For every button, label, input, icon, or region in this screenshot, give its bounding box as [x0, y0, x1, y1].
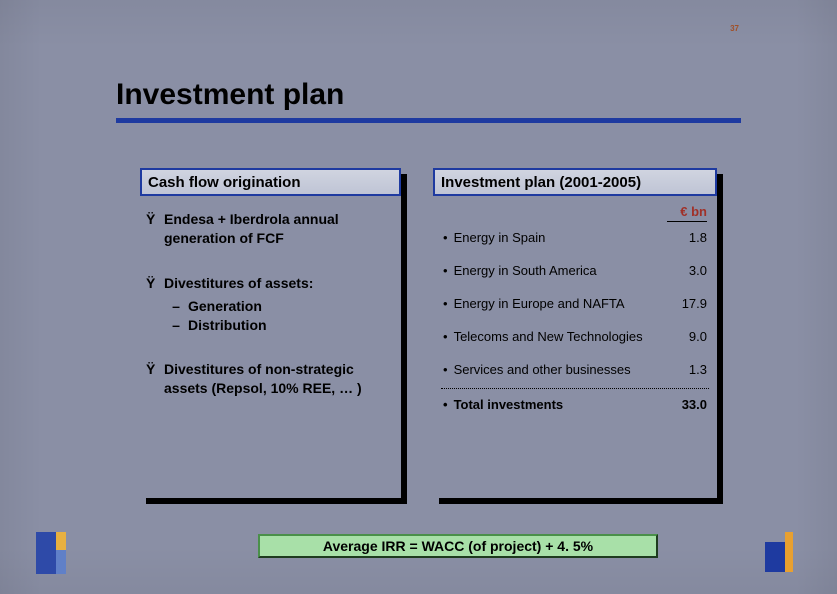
right-panel-body: Investment plan (2001-2005) € bn • Energy… — [433, 168, 717, 498]
bullet-dot-icon: • — [443, 230, 448, 247]
bullet-icon: Ÿ — [146, 210, 164, 248]
list-item: Ÿ Divestitures of assets: — [146, 274, 395, 293]
list-subitem: – Generation — [146, 297, 395, 316]
dash-icon: – — [164, 297, 188, 316]
slide-title: Investment plan — [116, 78, 344, 112]
bullet-dot-icon: • — [443, 329, 448, 346]
left-panel-header: Cash flow origination — [140, 168, 401, 196]
row-label: Energy in Europe and NAFTA — [454, 296, 625, 313]
table-row: • Telecoms and New Technologies 9.0 — [441, 321, 709, 354]
left-panel-body: Cash flow origination Ÿ Endesa + Iberdro… — [140, 168, 401, 498]
total-row: • Total investments 33.0 — [441, 391, 709, 414]
left-panel: Cash flow origination Ÿ Endesa + Iberdro… — [140, 168, 407, 498]
bullet-dot-icon: • — [443, 263, 448, 280]
list-item-text: Endesa + Iberdrola annual generation of … — [164, 210, 395, 248]
total-label: Total investments — [454, 397, 564, 414]
table-row: • Energy in Europe and NAFTA 17.9 — [441, 288, 709, 321]
iberdrola-logo-icon — [765, 532, 793, 572]
row-value: 3.0 — [667, 263, 707, 278]
left-items-list: Ÿ Endesa + Iberdrola annual generation o… — [140, 196, 401, 398]
row-value: 1.3 — [667, 362, 707, 377]
dash-icon: – — [164, 316, 188, 335]
table-row: • Services and other businesses 1.3 — [441, 354, 709, 387]
list-item-text: Divestitures of non-strategic assets (Re… — [164, 360, 395, 398]
table-row: • Energy in Spain 1.8 — [441, 222, 709, 255]
content-columns: Cash flow origination Ÿ Endesa + Iberdro… — [140, 168, 720, 498]
right-panel: Investment plan (2001-2005) € bn • Energy… — [433, 168, 723, 498]
footer-callout: Average IRR = WACC (of project) + 4. 5% — [258, 534, 658, 558]
row-label: Telecoms and New Technologies — [454, 329, 643, 346]
page-number: 37 — [730, 24, 739, 33]
unit-label: € bn — [441, 204, 709, 222]
bullet-dot-icon: • — [443, 296, 448, 313]
list-subitem-text: Generation — [188, 297, 262, 316]
endesa-logo-icon — [36, 532, 82, 574]
right-panel-header: Investment plan (2001-2005) — [433, 168, 717, 196]
list-subitem-text: Distribution — [188, 316, 267, 335]
list-item: Ÿ Divestitures of non-strategic assets (… — [146, 360, 395, 398]
dotted-divider — [441, 388, 709, 389]
bullet-dot-icon: • — [443, 397, 448, 414]
row-value: 1.8 — [667, 230, 707, 245]
row-label: Energy in Spain — [454, 230, 546, 247]
bullet-icon: Ÿ — [146, 274, 164, 293]
row-value: 17.9 — [667, 296, 707, 311]
row-value: 9.0 — [667, 329, 707, 344]
list-item-text: Divestitures of assets: — [164, 274, 313, 293]
row-label: Services and other businesses — [454, 362, 631, 379]
total-value: 33.0 — [667, 397, 707, 414]
bullet-icon: Ÿ — [146, 360, 164, 398]
table-row: • Energy in South America 3.0 — [441, 255, 709, 288]
list-subitem: – Distribution — [146, 316, 395, 335]
row-label: Energy in South America — [454, 263, 597, 280]
investment-table: € bn • Energy in Spain 1.8 • Energy in Sou… — [433, 196, 717, 414]
title-underline — [116, 118, 741, 123]
bullet-dot-icon: • — [443, 362, 448, 379]
list-item: Ÿ Endesa + Iberdrola annual generation o… — [146, 210, 395, 248]
